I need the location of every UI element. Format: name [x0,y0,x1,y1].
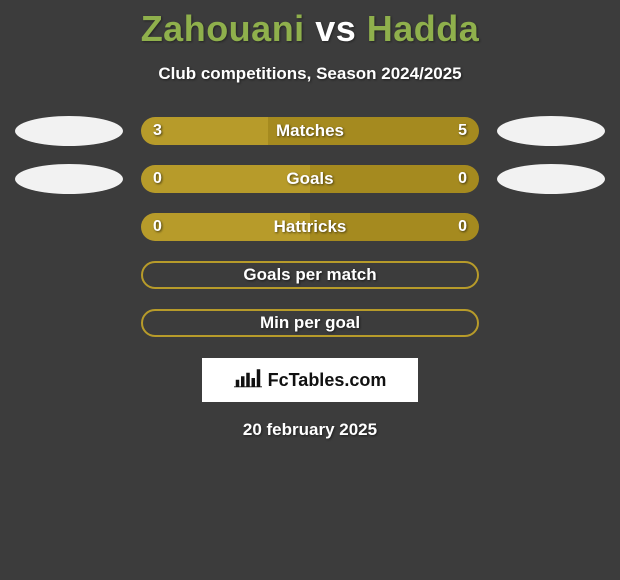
stat-bar: Hattricks00 [141,213,479,241]
stat-row: Hattricks00 [0,212,620,242]
stat-row: Goals per match [0,260,620,290]
logo-box: FcTables.com [202,358,418,402]
stat-bar: Goals per match [141,261,479,289]
comparison-title: Zahouani vs Hadda [0,0,620,50]
stat-bar: Min per goal [141,309,479,337]
bar-fill-left [141,213,310,241]
vs-text: vs [315,8,356,49]
player2-badge [497,164,605,194]
stat-row: Goals00 [0,164,620,194]
logo-text: FcTables.com [268,370,387,391]
snapshot-date: 20 february 2025 [0,420,620,440]
player1-badge [15,116,123,146]
stats-container: Matches35 Goals00 Hattricks00 Goals per mat… [0,116,620,338]
bar-fill-left [141,117,268,145]
stat-row: Matches35 [0,116,620,146]
subtitle: Club competitions, Season 2024/2025 [0,64,620,84]
bar-fill-right [310,213,479,241]
stat-label: Min per goal [143,311,477,335]
barchart-icon [234,367,262,394]
player2-badge [497,116,605,146]
player2-name: Hadda [367,8,480,49]
bar-fill-left [141,165,310,193]
bar-fill-right [268,117,479,145]
stat-label: Goals per match [143,263,477,287]
stat-bar: Matches35 [141,117,479,145]
stat-row: Min per goal [0,308,620,338]
player1-badge [15,164,123,194]
bar-fill-right [310,165,479,193]
stat-bar: Goals00 [141,165,479,193]
player1-name: Zahouani [141,8,305,49]
